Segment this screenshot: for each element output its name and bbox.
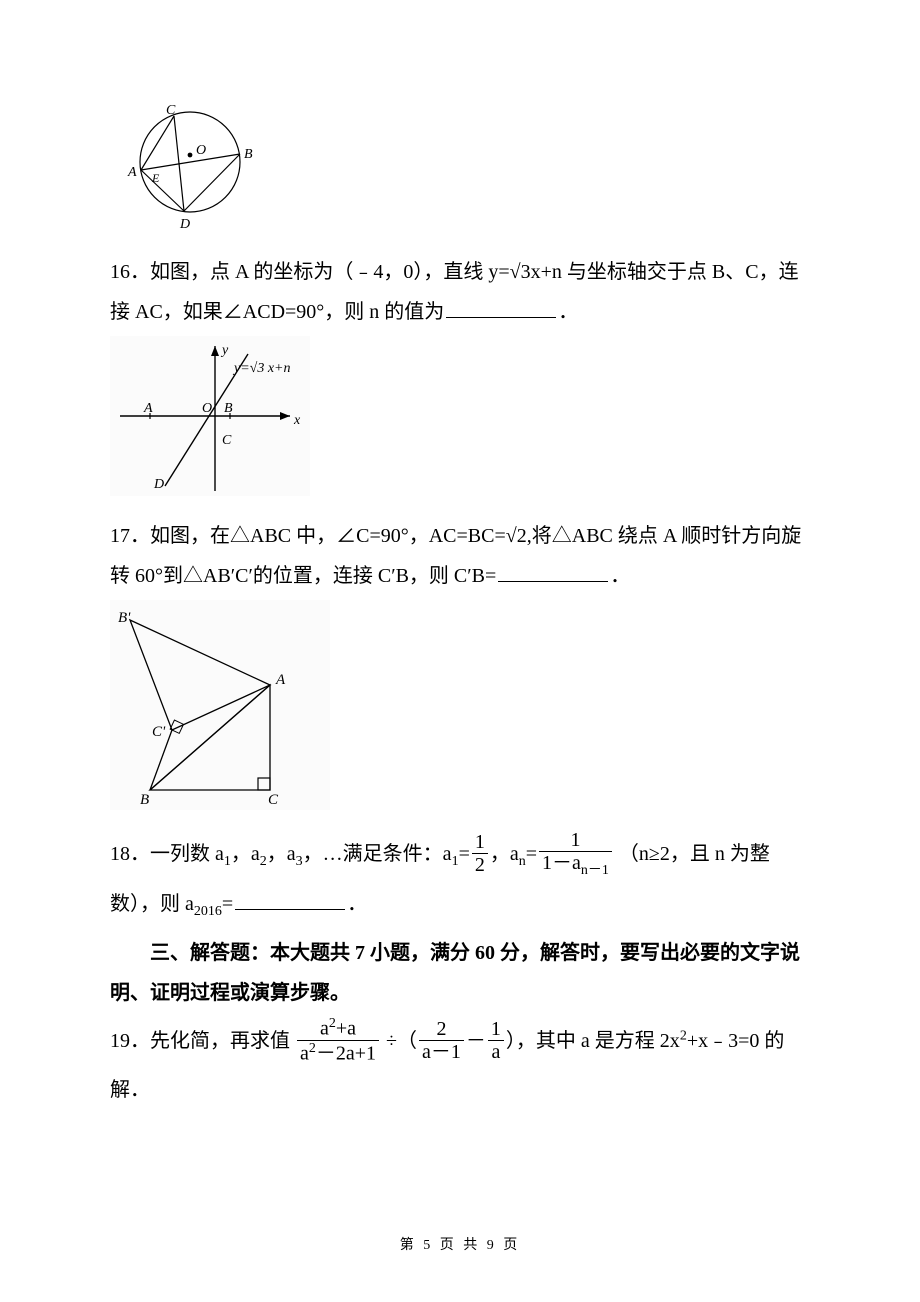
q18-s1: 1 xyxy=(224,854,231,869)
svg-text:C: C xyxy=(166,103,176,118)
q18-comma: ，a xyxy=(490,843,519,865)
q19-a: 19．先化简，再求值 xyxy=(110,1030,290,1052)
q18-c: ，a xyxy=(267,843,296,865)
q18-b: ，a xyxy=(231,843,260,865)
q18-frac1n: 1 xyxy=(472,831,488,854)
q17-period: ． xyxy=(610,565,630,587)
q19-frac1n-t: +a xyxy=(336,1018,356,1040)
q19-div: ÷（ xyxy=(386,1030,417,1052)
rotation-diagram: B' A C' B C xyxy=(110,600,330,810)
q18-s3: 3 xyxy=(296,854,303,869)
svg-text:D: D xyxy=(179,217,190,232)
q16-blank xyxy=(446,299,556,318)
svg-text:x: x xyxy=(293,413,301,428)
footer-page: 5 xyxy=(423,1238,433,1253)
q19-frac3d: a xyxy=(488,1041,504,1063)
q18-f: = xyxy=(222,893,233,915)
footer-total: 9 xyxy=(487,1238,497,1253)
svg-text:C: C xyxy=(268,792,279,808)
q18-s2016: 2016 xyxy=(194,904,222,919)
svg-text:B: B xyxy=(224,401,233,416)
q19-frac2n: 2 xyxy=(419,1018,464,1041)
svg-text:B: B xyxy=(244,147,253,162)
q17-text-a: 17．如图，在△ABC 中，∠C=90°，AC=BC= xyxy=(110,525,506,547)
q18-sn: n xyxy=(519,854,526,869)
q18-frac2d: 1－an－1 xyxy=(539,852,612,878)
page-content: A B C D E O 16．如图，点 A 的坐标为（﹣4，0），直线 y=√3… xyxy=(0,0,920,1114)
circle-diagram: A B C D E O xyxy=(110,102,270,232)
q17-sqrt2: √2 xyxy=(506,525,527,547)
q17-text: 17．如图，在△ABC 中，∠C=90°，AC=BC=√2,将△ABC 绕点 A… xyxy=(110,516,810,596)
svg-text:B': B' xyxy=(118,610,131,626)
q16-text-a: 16．如图，点 A 的坐标为（﹣4，0），直线 y= xyxy=(110,261,510,283)
q18-eq2: = xyxy=(526,843,537,865)
q19-frac1d-a: a xyxy=(300,1042,309,1064)
q18-s1b: 1 xyxy=(452,854,459,869)
q19-frac1: a2+a a2－2a+1 xyxy=(297,1016,379,1064)
page-footer: 第 5 页 共 9 页 xyxy=(0,1232,920,1260)
q18-eq: = xyxy=(459,843,470,865)
svg-text:C': C' xyxy=(152,724,166,740)
q18-frac2n: 1 xyxy=(539,829,612,852)
svg-text:y: y xyxy=(220,343,229,358)
svg-text:O: O xyxy=(202,401,212,416)
svg-text:A: A xyxy=(143,401,153,416)
svg-text:A: A xyxy=(275,672,286,688)
q18-d: ，…满足条件：a xyxy=(303,843,452,865)
q19-frac3: 1a xyxy=(488,1018,504,1063)
svg-text:O: O xyxy=(196,143,206,158)
q19-frac3n: 1 xyxy=(488,1018,504,1041)
q17-figure: B' A C' B C xyxy=(110,600,810,824)
q19-text: 19．先化简，再求值 a2+a a2－2a+1 ÷（2a－1－1a），其中 a … xyxy=(110,1017,810,1115)
footer-suffix: 页 xyxy=(497,1238,521,1253)
section3-title: 三、解答题：本大题共 7 小题，满分 60 分，解答时，要写出必要的文字说明、证… xyxy=(110,933,810,1013)
q18-frac1d: 2 xyxy=(472,854,488,876)
q18-frac2d-a: 1－a xyxy=(542,852,581,874)
line-diagram: A O B C D x y y=√3 x+n xyxy=(110,336,310,496)
svg-text:y=√3 x+n: y=√3 x+n xyxy=(232,361,291,376)
q16-figure: A O B C D x y y=√3 x+n xyxy=(110,336,810,510)
q17-blank xyxy=(498,563,608,582)
q16-sqrt3: √3 xyxy=(510,261,531,283)
q19-minus: － xyxy=(466,1030,486,1052)
svg-text:C: C xyxy=(222,433,232,448)
svg-text:A: A xyxy=(127,165,137,180)
svg-text:B: B xyxy=(140,792,149,808)
q19-frac1d-sup: 2 xyxy=(309,1041,316,1056)
q19-frac2d: a－1 xyxy=(419,1041,464,1063)
q16-period: ． xyxy=(558,301,578,323)
q18-blank xyxy=(235,891,345,910)
svg-text:D: D xyxy=(153,477,164,492)
q19-frac1n: a2+a xyxy=(297,1016,379,1041)
q15-figure: A B C D E O xyxy=(110,102,810,246)
q18-s2: 2 xyxy=(260,854,267,869)
q19-frac1n-sup: 2 xyxy=(329,1016,336,1031)
q18-a: 18．一列数 a xyxy=(110,843,224,865)
q18-frac2: 11－an－1 xyxy=(539,829,612,878)
q19-frac1d-t: －2a+1 xyxy=(316,1042,376,1064)
q19-frac1n-a: a xyxy=(320,1018,329,1040)
footer-prefix: 第 xyxy=(400,1238,424,1253)
q19-xsup: 2 xyxy=(680,1028,687,1043)
svg-text:E: E xyxy=(151,171,160,185)
q19-frac1d: a2－2a+1 xyxy=(297,1041,379,1065)
q18-period: ． xyxy=(347,893,367,915)
q18-frac2d-sub: n－1 xyxy=(581,863,609,878)
q18-frac1: 12 xyxy=(472,831,488,876)
q16-text: 16．如图，点 A 的坐标为（﹣4，0），直线 y=√3x+n 与坐标轴交于点 … xyxy=(110,252,810,332)
q18-text: 18．一列数 a1，a2，a3，…满足条件：a1=12，an=11－an－1 （… xyxy=(110,830,810,929)
footer-mid: 页 共 xyxy=(433,1238,487,1253)
q19-frac2: 2a－1 xyxy=(419,1018,464,1063)
q19-b: ），其中 a 是方程 2x xyxy=(506,1030,680,1052)
